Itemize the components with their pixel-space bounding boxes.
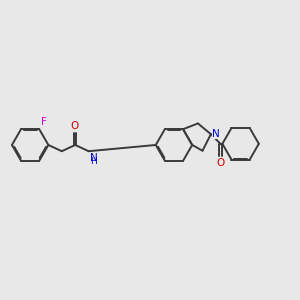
Text: F: F [41, 117, 46, 127]
Text: O: O [216, 158, 225, 168]
Text: N: N [212, 129, 220, 139]
Text: N: N [90, 153, 98, 163]
Text: H: H [90, 157, 97, 166]
Text: O: O [71, 121, 79, 131]
